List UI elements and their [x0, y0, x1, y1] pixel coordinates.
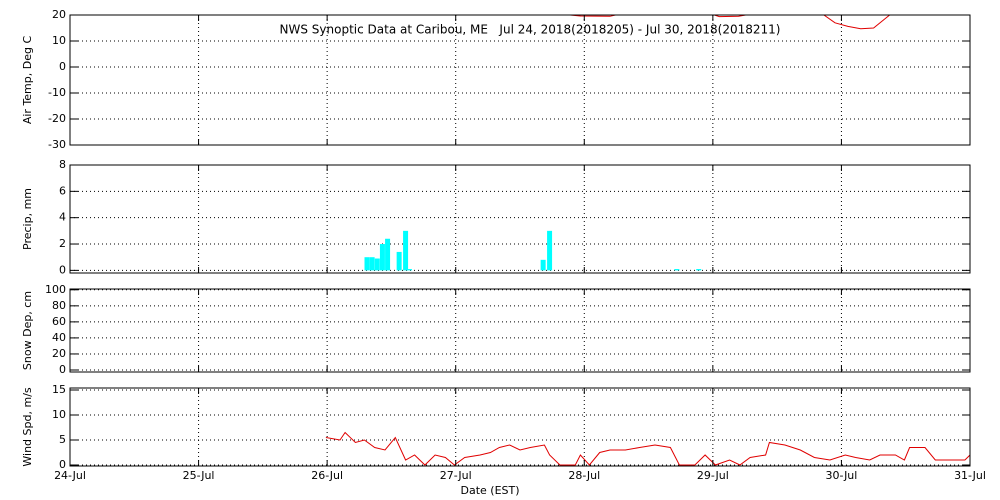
bar	[403, 230, 409, 271]
y-tick-label: 6	[59, 184, 66, 197]
x-tick-label: 28-Jul	[568, 469, 600, 482]
x-tick-label: 30-Jul	[825, 469, 857, 482]
y-axis-label: Air Temp, Deg C	[21, 36, 34, 125]
bar	[696, 269, 702, 271]
y-tick-label: 10	[52, 408, 66, 421]
y-tick-label: 10	[52, 34, 66, 47]
y-tick-label: 20	[52, 347, 66, 360]
x-tick-label: 29-Jul	[697, 469, 729, 482]
bar	[547, 230, 553, 271]
series	[325, 431, 970, 466]
series	[364, 230, 702, 271]
x-tick-label: 27-Jul	[440, 469, 472, 482]
bar	[385, 238, 391, 271]
x-tick-label: 26-Jul	[311, 469, 343, 482]
y-tick-label: 8	[59, 158, 66, 171]
x-tick-label: 25-Jul	[183, 469, 215, 482]
line	[325, 431, 970, 466]
bar	[540, 259, 546, 271]
frame	[69, 288, 971, 373]
bar	[379, 244, 385, 271]
frame	[69, 14, 971, 146]
y-tick-label: 20	[52, 8, 66, 21]
bar	[369, 257, 375, 271]
y-axis-label: Wind Spd, m/s	[21, 387, 34, 467]
bar	[364, 257, 370, 271]
y-tick-label: 60	[52, 315, 66, 328]
y-tick-label: -10	[48, 86, 66, 99]
y-tick-label: 4	[59, 211, 66, 224]
x-axis-label: Date (EST)	[460, 484, 519, 497]
y-tick-label: 0	[59, 60, 66, 73]
line	[564, 15, 891, 30]
y-tick-label: -20	[48, 112, 66, 125]
bar	[396, 251, 402, 271]
y-tick-label: -30	[48, 138, 66, 151]
y-tick-label: 100	[45, 283, 66, 296]
bar	[374, 258, 380, 271]
y-axis-label: Snow Dep, cm	[21, 291, 34, 370]
y-tick-label: 40	[52, 331, 66, 344]
series	[564, 15, 891, 30]
y-tick-label: 0	[59, 363, 66, 376]
y-tick-label: 2	[59, 237, 66, 250]
frame	[69, 387, 971, 467]
y-tick-label: 5	[59, 433, 66, 446]
y-axis-label: Precip, mm	[21, 188, 34, 250]
chart-title: NWS Synoptic Data at Caribou, ME Jul 24,…	[280, 23, 781, 37]
y-tick-label: 0	[59, 458, 66, 471]
y-tick-label: 80	[52, 299, 66, 312]
frame	[69, 164, 971, 274]
bar	[674, 269, 680, 271]
bar	[406, 269, 412, 271]
y-tick-label: 0	[59, 263, 66, 276]
x-tick-label: 31-Jul	[954, 469, 986, 482]
x-tick-label: 24-Jul	[54, 469, 86, 482]
y-tick-label: 15	[52, 383, 66, 396]
